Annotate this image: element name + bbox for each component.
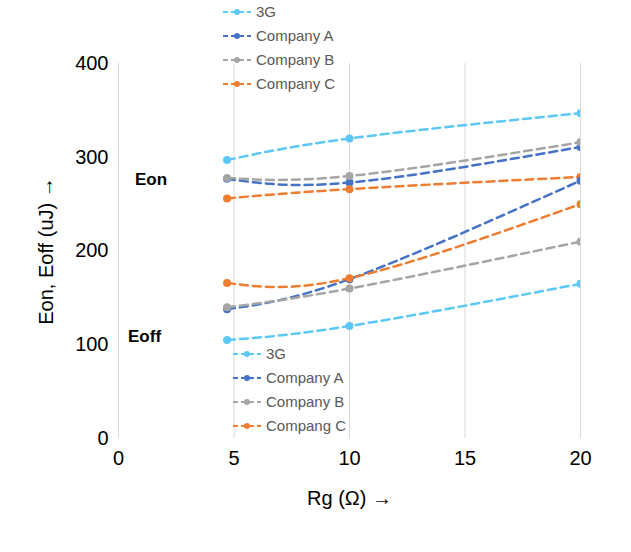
html-text:Company C: Company C xyxy=(256,75,336,92)
html-text:Company B: Company B xyxy=(256,51,335,68)
svg-text:0: 0 xyxy=(113,447,124,469)
svg-text:200: 200 xyxy=(75,239,108,261)
html-text:Company B: Company B xyxy=(266,393,345,410)
html-text:Company A: Company A xyxy=(256,27,334,44)
html-text:3G: 3G xyxy=(266,345,286,362)
svg-text:Rg (Ω) →: Rg (Ω) → xyxy=(307,487,392,509)
svg-text:10: 10 xyxy=(338,447,360,469)
svg-text:400: 400 xyxy=(75,52,108,74)
svg-text:15: 15 xyxy=(454,447,476,469)
html-text:Eoff: Eoff xyxy=(128,327,161,346)
svg-text:300: 300 xyxy=(75,146,108,168)
svg-text:5: 5 xyxy=(228,447,239,469)
svg-text:100: 100 xyxy=(75,333,108,355)
html-text:3G: 3G xyxy=(256,3,276,20)
html-text:Eon: Eon xyxy=(135,170,168,189)
svg-text:0: 0 xyxy=(97,427,108,449)
svg-text:20: 20 xyxy=(569,447,591,469)
svg-text:Eon, Eoff (uJ) →: Eon, Eoff (uJ) → xyxy=(35,177,57,324)
html-text:Company A: Company A xyxy=(266,369,344,386)
html-text:Compang C: Compang C xyxy=(266,417,346,434)
